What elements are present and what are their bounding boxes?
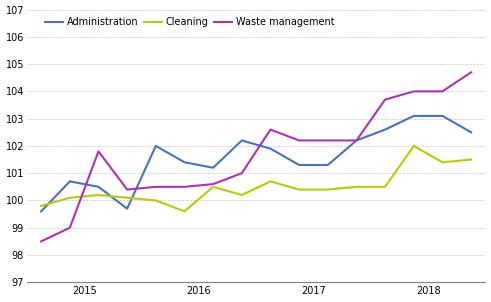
Line: Cleaning: Cleaning (41, 146, 471, 211)
Cleaning (382, 185, 388, 189)
Waste management (439, 90, 445, 93)
Line: Administration: Administration (41, 116, 471, 211)
Waste management (354, 139, 359, 142)
Waste management (382, 98, 388, 101)
Administration (468, 130, 474, 134)
Administration (153, 144, 159, 148)
Waste management (124, 188, 130, 191)
Administration (325, 163, 331, 167)
Cleaning (96, 193, 102, 197)
Waste management (38, 239, 44, 243)
Administration (354, 139, 359, 142)
Waste management (239, 171, 245, 175)
Administration (382, 128, 388, 131)
Administration (210, 166, 216, 169)
Administration (124, 207, 130, 210)
Waste management (153, 185, 159, 189)
Administration (96, 185, 102, 189)
Waste management (411, 90, 417, 93)
Cleaning (38, 204, 44, 208)
Waste management (210, 182, 216, 186)
Waste management (182, 185, 188, 189)
Administration (411, 114, 417, 118)
Cleaning (411, 144, 417, 148)
Waste management (268, 128, 273, 131)
Waste management (325, 139, 331, 142)
Cleaning (325, 188, 331, 191)
Cleaning (468, 158, 474, 161)
Administration (268, 147, 273, 150)
Waste management (468, 70, 474, 74)
Cleaning (239, 193, 245, 197)
Cleaning (354, 185, 359, 189)
Administration (38, 210, 44, 213)
Waste management (67, 226, 73, 230)
Cleaning (439, 160, 445, 164)
Cleaning (268, 180, 273, 183)
Administration (296, 163, 302, 167)
Cleaning (67, 196, 73, 200)
Legend: Administration, Cleaning, Waste management: Administration, Cleaning, Waste manageme… (46, 17, 334, 27)
Administration (182, 160, 188, 164)
Line: Waste management: Waste management (41, 72, 471, 241)
Administration (67, 180, 73, 183)
Waste management (296, 139, 302, 142)
Cleaning (296, 188, 302, 191)
Cleaning (210, 185, 216, 189)
Waste management (96, 149, 102, 153)
Cleaning (182, 210, 188, 213)
Administration (239, 139, 245, 142)
Administration (439, 114, 445, 118)
Cleaning (153, 199, 159, 202)
Cleaning (124, 196, 130, 200)
